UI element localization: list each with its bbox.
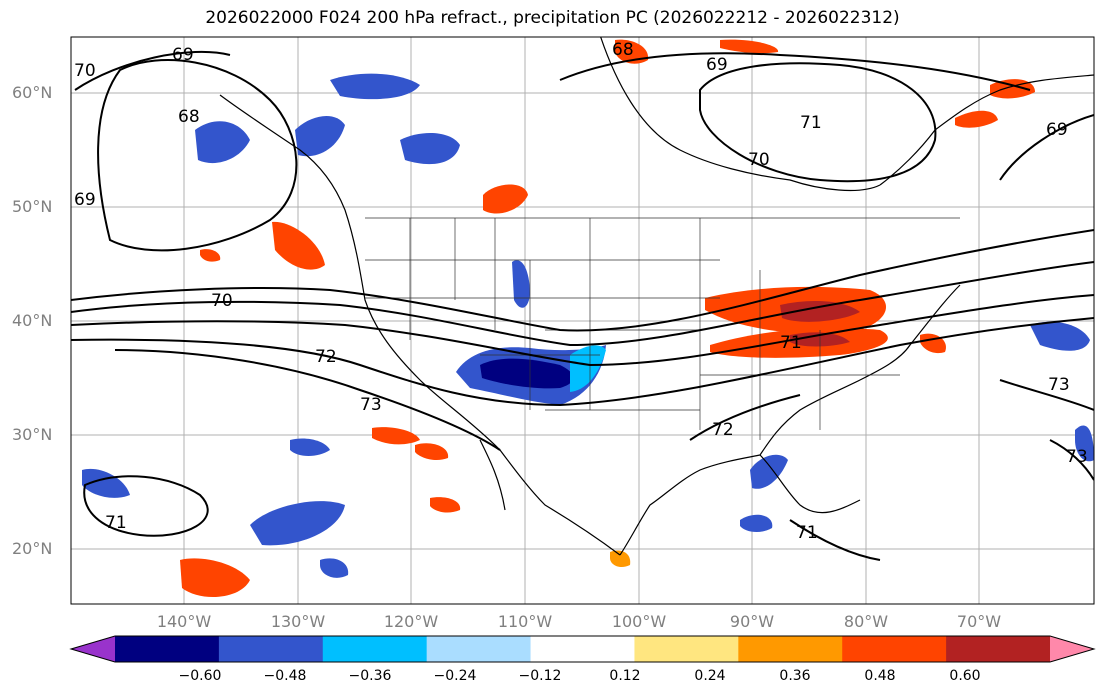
contour-label: 71 (800, 113, 822, 133)
graticule (71, 37, 1094, 604)
precip-positive-pac4 (430, 497, 461, 513)
contour-label: 70 (211, 291, 233, 311)
precip-negative-coast (295, 115, 345, 157)
latitude-label: 30°N (12, 425, 53, 444)
latitude-label: 40°N (12, 311, 53, 330)
precip-positive-carib (610, 550, 631, 568)
precip-positive-pac5 (200, 249, 221, 262)
precip-negative-pac4 (320, 558, 349, 578)
longitude-label: 80°W (843, 612, 889, 631)
precip-shading (82, 39, 1094, 598)
refractivity-contours (71, 50, 1094, 561)
contour-label: 69 (172, 45, 194, 65)
precip-positive-pac1 (180, 558, 250, 598)
colorbar-tick-label: −0.60 (178, 668, 222, 684)
longitude-label: 90°W (729, 612, 775, 631)
contour-label: 68 (612, 40, 634, 60)
latitude-label: 60°N (12, 83, 53, 102)
contour-label: 71 (105, 513, 127, 533)
precip-positive-ohio-core (780, 300, 860, 322)
colorbar-tick-label: −0.24 (433, 668, 477, 684)
contour-label: 72 (712, 420, 734, 440)
contour-label: 73 (360, 395, 382, 415)
precip-positive-atl1 (955, 110, 998, 128)
colorbar-tick-label: 0.36 (779, 668, 811, 684)
colorbar-tick-label: −0.12 (518, 668, 562, 684)
precip-positive-pac2 (372, 427, 420, 445)
precip-negative-atl1 (1030, 321, 1090, 351)
longitude-label: 120°W (383, 612, 439, 631)
contour-label: 73 (1066, 447, 1088, 467)
map-title: 2026022000 F024 200 hPa refract., precip… (205, 8, 900, 28)
contour-label: 69 (74, 190, 96, 210)
latitude-label: 50°N (12, 197, 53, 216)
precip-negative-sw (570, 345, 606, 392)
precip-negative-pac3 (290, 438, 330, 456)
precip-negative-utah (512, 260, 530, 308)
latitude-label: 20°N (12, 539, 53, 558)
state-borders (365, 217, 960, 440)
contour-label: 72 (315, 347, 337, 367)
precip-positive-hudson (615, 39, 649, 64)
colorbar-tick-label: −0.48 (263, 668, 307, 684)
precip-negative-core (480, 358, 574, 389)
precip-negative-pac2 (82, 468, 130, 498)
contour-label: 68 (178, 107, 200, 127)
longitude-label: 70°W (956, 612, 1002, 631)
precip-negative-canada2 (400, 133, 460, 165)
contour-label: 70 (74, 61, 96, 81)
contour-label: 70 (748, 150, 770, 170)
precip-positive-wa (272, 221, 325, 270)
longitude-label: 110°W (497, 612, 553, 631)
precip-negative-pac1 (250, 501, 345, 546)
contour-label: 69 (1046, 120, 1068, 140)
colorbar-tick-label: 0.48 (864, 668, 896, 684)
colorbar-tick-label: −0.36 (348, 668, 392, 684)
precip-positive-lab (720, 39, 779, 54)
contour-label-group: 69 68 70 69 68 71 70 69 69 70 72 73 71 7… (74, 40, 1088, 543)
precip-negative-gulf (750, 454, 788, 489)
precip-negative-bc (195, 121, 250, 164)
contour-label: 69 (706, 55, 728, 75)
contour-label: 71 (796, 523, 818, 543)
colorbar-tick-label: 0.60 (949, 668, 981, 684)
longitude-label: 130°W (270, 612, 326, 631)
colorbar-tick-label: 0.24 (694, 668, 726, 684)
colorbar-tick-label: 0.12 (609, 668, 641, 684)
precip-positive-pac3 (415, 443, 449, 461)
precip-positive-mt (483, 184, 528, 214)
longitude-label: 100°W (611, 612, 667, 631)
coastlines (219, 37, 1094, 556)
precip-negative-atl2 (1075, 425, 1094, 462)
precip-negative-carib (740, 514, 773, 533)
contour-label: 71 (780, 333, 802, 353)
map-frame (70, 36, 1095, 605)
longitude-label: 140°W (156, 612, 212, 631)
contour-label: 73 (1048, 375, 1070, 395)
precip-negative-canada (330, 73, 420, 100)
